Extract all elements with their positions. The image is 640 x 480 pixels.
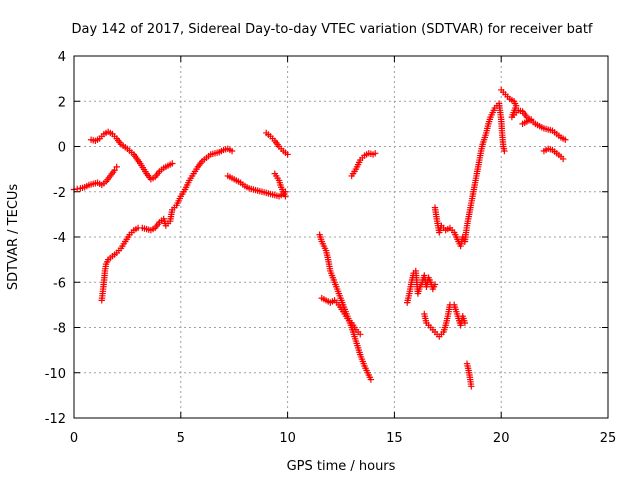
y-tick-label: -6: [53, 276, 66, 291]
data-point: [282, 193, 289, 200]
series-seg7: [316, 231, 375, 383]
x-tick-label: 10: [279, 431, 296, 446]
series-seg17: [519, 116, 535, 128]
x-tick-label: 0: [70, 431, 78, 446]
series-seg16: [498, 86, 569, 143]
series-seg15: [461, 100, 508, 245]
series-seg5: [263, 129, 291, 158]
series-seg10: [404, 267, 439, 306]
data-point: [431, 281, 439, 288]
series-seg8: [318, 294, 364, 338]
data-point: [562, 136, 569, 143]
y-axis-label: SDTVAR / TECUs: [6, 184, 21, 291]
data-point: [461, 319, 469, 327]
data-point: [559, 155, 567, 163]
y-tick-label: -4: [53, 231, 66, 246]
y-tick-label: 2: [58, 95, 66, 110]
x-tick-label: 15: [386, 431, 403, 446]
data-point: [228, 147, 236, 155]
data-point: [111, 167, 118, 174]
data-points: [70, 86, 569, 390]
data-point: [527, 116, 535, 123]
x-tick-label: 5: [177, 431, 185, 446]
series-seg4: [224, 172, 289, 200]
x-tick-label: 25: [600, 431, 617, 446]
y-tick-label: -10: [45, 367, 66, 382]
series-seg6: [271, 170, 289, 200]
y-tick-label: -8: [53, 322, 66, 337]
series-seg9: [348, 150, 379, 180]
y-tick-label: -12: [45, 412, 66, 427]
series-seg14: [463, 360, 475, 390]
series-seg18: [540, 145, 567, 163]
data-point: [468, 383, 475, 390]
data-point: [357, 331, 364, 338]
series-seg3: [98, 145, 236, 304]
data-point: [169, 160, 176, 167]
data-point: [284, 151, 291, 158]
series-seg13: [451, 301, 469, 329]
data-point: [367, 376, 375, 383]
y-tick-label: -2: [53, 186, 66, 201]
x-tick-label: 20: [493, 431, 510, 446]
series-seg1: [70, 163, 120, 193]
data-point: [113, 163, 120, 171]
chart-title: Day 142 of 2017, Sidereal Day-to-day VTE…: [71, 22, 592, 37]
y-tick-label: 0: [58, 141, 66, 156]
data-point: [501, 147, 508, 155]
x-axis-label: GPS time / hours: [287, 459, 396, 474]
data-point: [371, 150, 379, 157]
grid-layer: [74, 56, 608, 418]
tick-labels: 0 5 10 15 20 25 -12 -10 -8 -6 -4 -2 0 2 4: [45, 50, 617, 446]
series-seg11: [421, 301, 454, 340]
plot-frame: [73, 55, 609, 419]
series-seg2: [87, 128, 176, 183]
series-seg12: [431, 204, 469, 250]
y-tick-label: 4: [58, 50, 66, 65]
